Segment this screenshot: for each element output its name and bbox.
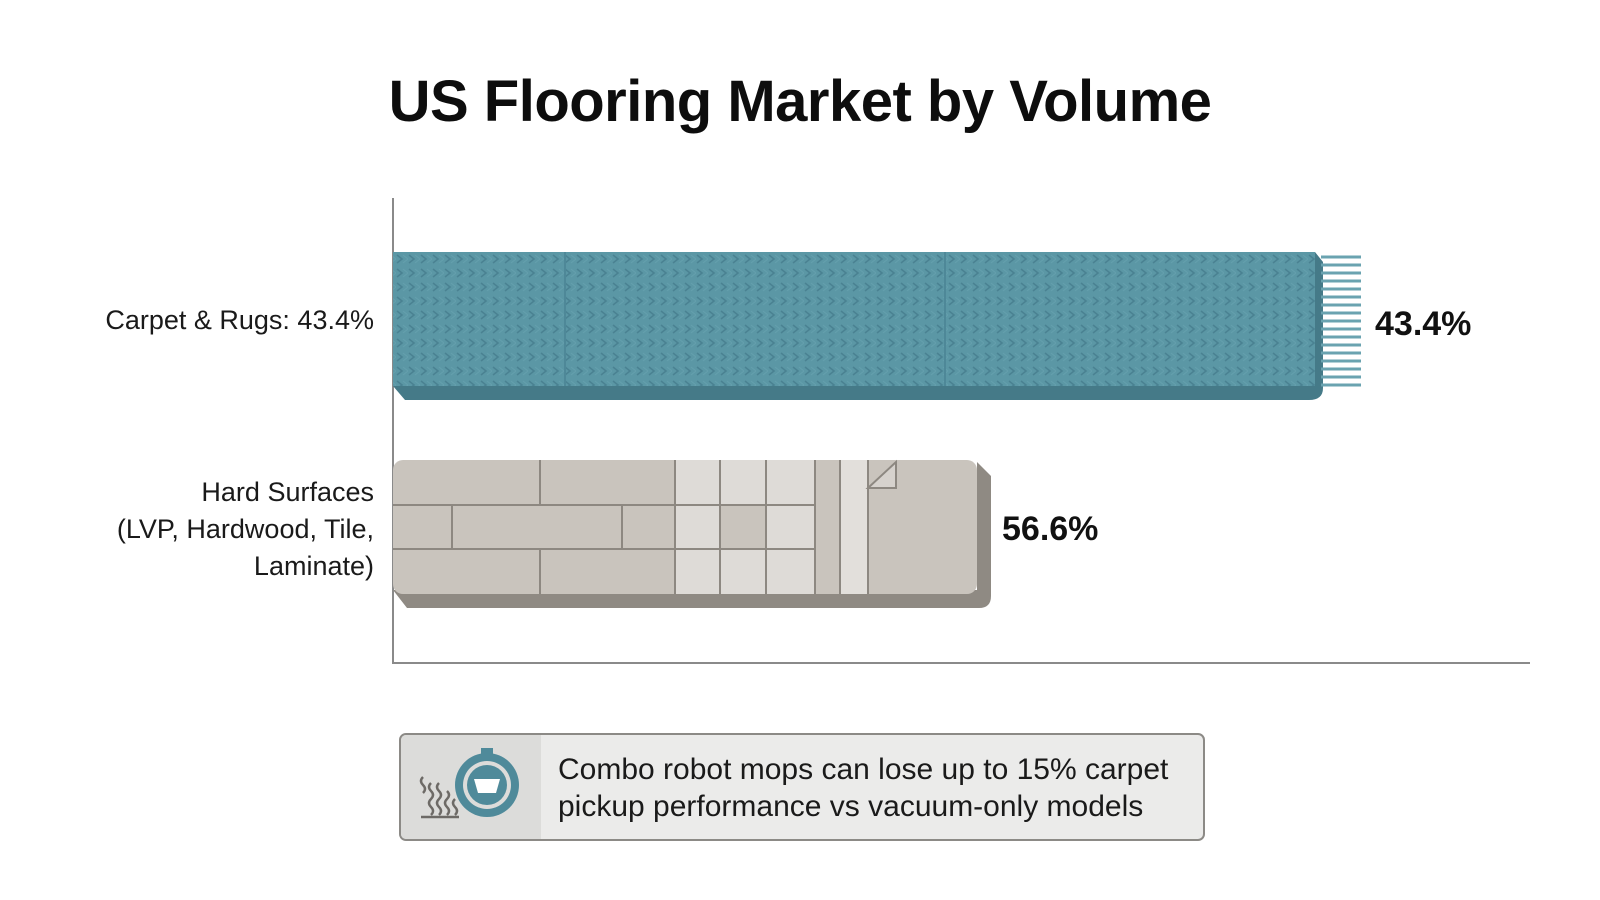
robot-mop-icon [401,735,541,839]
category-label-carpet: Carpet & Rugs: 43.4% [105,305,374,335]
value-label-hard-surfaces: 56.6% [1002,510,1098,548]
callout-text: Combo robot mops can lose up to 15% carp… [558,753,1169,823]
category-label-hard-surfaces: Hard Surfaces (LVP, Hardwood, Tile, Lami… [116,477,374,581]
chart-title: US Flooring Market by Volume [388,69,1212,134]
bar-carpet-rugs [393,252,1361,400]
callout-box: Combo robot mops can lose up to 15% carp… [399,733,1205,841]
value-label-carpet: 43.4% [1375,305,1471,343]
bar-hard-surfaces [393,459,991,608]
carpet-fringe [1321,255,1361,387]
